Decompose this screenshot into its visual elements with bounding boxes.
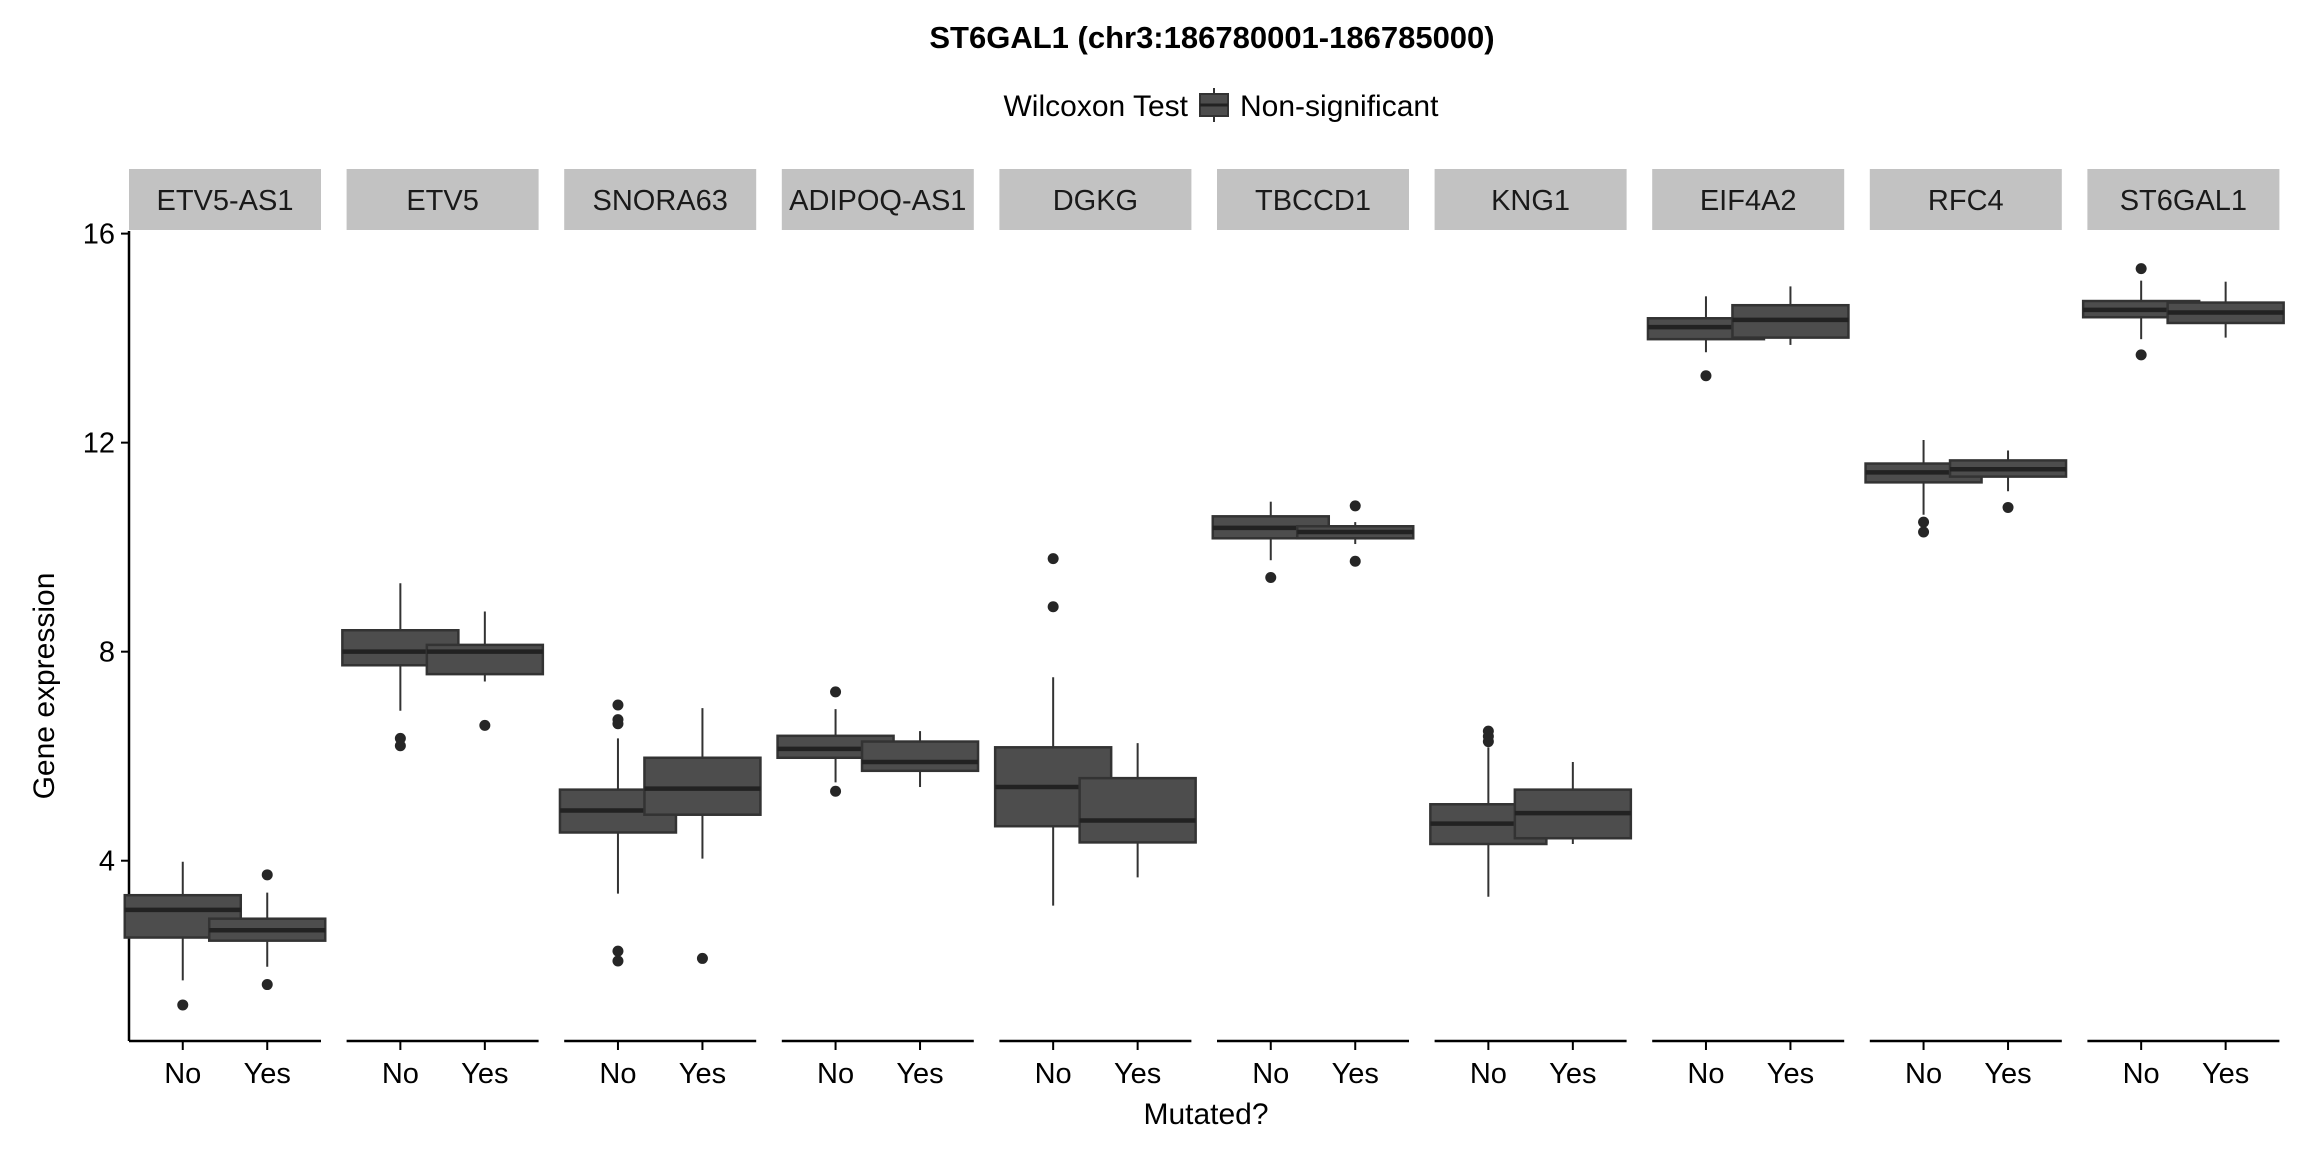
outlier-point	[1265, 571, 1277, 583]
outlier-point	[612, 718, 624, 730]
facet-strip-label: ADIPOQ-AS1	[789, 185, 966, 217]
outlier-point	[261, 979, 273, 991]
outlier-point	[1918, 516, 1930, 528]
box	[643, 756, 762, 816]
outlier-point	[612, 945, 624, 957]
legend-title: Wilcoxon Test	[1003, 90, 1188, 123]
facet-strip-label: ST6GAL1	[2120, 185, 2247, 217]
facet-strip	[999, 169, 1192, 230]
facet-strip-label: ETV5	[406, 185, 479, 217]
outlier-point	[394, 740, 406, 752]
outlier-point	[1918, 526, 1930, 538]
x-tick-label: Yes	[1332, 1058, 1379, 1090]
y-tick-label: 8	[99, 637, 115, 669]
y-tick-label: 16	[83, 219, 115, 251]
facet-strip-label: EIF4A2	[1700, 185, 1797, 217]
facet-strip	[781, 169, 974, 230]
x-tick-label: No	[2123, 1058, 2160, 1090]
facet-strip	[1652, 169, 1845, 230]
outlier-point	[2002, 501, 2014, 513]
x-tick-label: Yes	[244, 1058, 291, 1090]
facet-strip-label: DGKG	[1053, 185, 1138, 217]
y-tick-label: 12	[83, 428, 115, 460]
facet-strip	[1869, 169, 2062, 230]
x-tick-label: No	[1035, 1058, 1072, 1090]
outlier-point	[1700, 370, 1712, 382]
facet-strip	[564, 169, 757, 230]
legend-key-icon	[1199, 88, 1229, 122]
outlier-point	[696, 952, 708, 964]
x-tick-label: No	[1905, 1058, 1942, 1090]
facet-strip-label: SNORA63	[593, 185, 728, 217]
facet-strip	[1217, 169, 1409, 230]
outlier-point	[1482, 730, 1494, 742]
facet-strip	[1434, 169, 1627, 230]
outlier-point	[1047, 553, 1059, 565]
box	[1078, 776, 1197, 844]
x-tick-label: No	[382, 1058, 419, 1090]
outlier-point	[612, 955, 624, 967]
box	[860, 740, 980, 773]
x-tick-label: Yes	[1549, 1058, 1596, 1090]
x-tick-label: No	[1470, 1058, 1507, 1090]
facet-strip	[129, 169, 321, 230]
x-tick-label: Yes	[2202, 1058, 2249, 1090]
x-tick-label: Yes	[1767, 1058, 1814, 1090]
outlier-point	[177, 999, 189, 1011]
outlier-point	[261, 869, 273, 881]
outlier-point	[479, 719, 491, 731]
facet-strip-label: RFC4	[1928, 185, 2004, 217]
facet-strip	[2087, 169, 2280, 230]
facet-strip	[346, 169, 539, 230]
x-tick-label: No	[817, 1058, 854, 1090]
outlier-point	[1349, 555, 1361, 567]
x-tick-label: No	[599, 1058, 636, 1090]
facet-strip-label: ETV5-AS1	[157, 185, 294, 217]
outlier-point	[2135, 349, 2147, 361]
outlier-point	[830, 686, 842, 698]
chart-title: ST6GAL1 (chr3:186780001-186785000)	[929, 20, 1494, 55]
y-axis-label: Gene expression	[28, 573, 61, 800]
x-tick-label: Yes	[896, 1058, 943, 1090]
x-tick-label: No	[1252, 1058, 1289, 1090]
x-tick-label: No	[164, 1058, 201, 1090]
facet-strip-label: TBCCD1	[1255, 185, 1371, 217]
x-tick-label: No	[1687, 1058, 1724, 1090]
outlier-point	[612, 699, 624, 711]
box	[425, 643, 545, 676]
outlier-point	[830, 785, 842, 797]
x-tick-label: Yes	[1984, 1058, 2031, 1090]
x-axis-label: Mutated?	[1143, 1098, 1268, 1131]
x-tick-label: Yes	[1114, 1058, 1161, 1090]
x-tick-label: Yes	[679, 1058, 726, 1090]
outlier-point	[1047, 601, 1059, 613]
outlier-point	[1349, 500, 1361, 512]
facet-strip-label: KNG1	[1491, 185, 1570, 217]
legend-entry-label: Non-significant	[1240, 90, 1439, 123]
y-tick-label: 4	[99, 846, 115, 878]
legend: Wilcoxon Test Non-significant	[1003, 88, 1439, 123]
x-tick-label: Yes	[461, 1058, 508, 1090]
outlier-point	[2135, 263, 2147, 275]
